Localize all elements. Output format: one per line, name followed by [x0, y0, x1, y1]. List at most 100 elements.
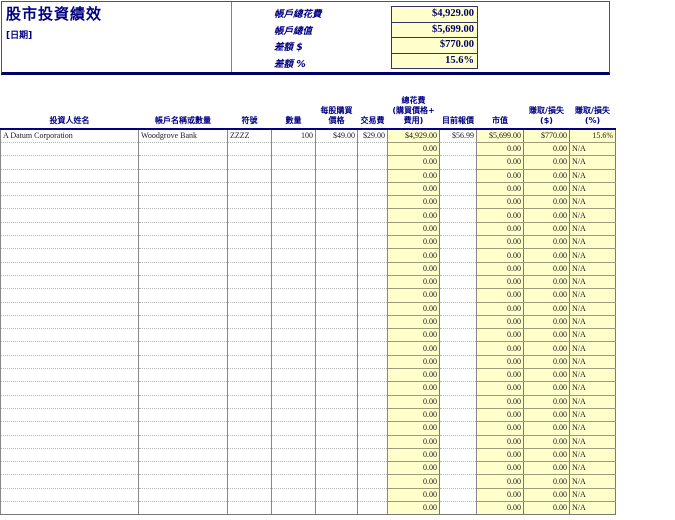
table-cell[interactable]: 0.00 [387, 275, 440, 290]
table-cell[interactable] [0, 155, 139, 170]
table-cell[interactable] [315, 142, 358, 157]
table-cell[interactable] [439, 208, 477, 223]
table-cell[interactable] [315, 315, 358, 330]
table-cell[interactable] [138, 461, 228, 476]
table-cell[interactable]: 0.00 [523, 488, 570, 503]
table-cell[interactable] [271, 395, 316, 409]
table-cell[interactable] [271, 169, 316, 183]
table-cell[interactable]: $49.00 [315, 129, 358, 143]
table-cell[interactable]: 0.00 [387, 341, 440, 356]
table-cell[interactable] [0, 235, 139, 250]
col-header[interactable]: 總花費 (購買價格+ 費用) [387, 90, 440, 130]
table-cell[interactable]: N/A [569, 408, 616, 423]
table-cell[interactable] [271, 275, 316, 290]
table-cell[interactable]: 0.00 [387, 328, 440, 343]
table-cell[interactable]: N/A [569, 435, 616, 449]
table-cell[interactable]: 0.00 [523, 169, 570, 183]
table-cell[interactable]: 0.00 [476, 355, 524, 370]
table-cell[interactable] [357, 182, 388, 197]
table-cell[interactable] [357, 248, 388, 263]
table-cell[interactable]: 0.00 [387, 248, 440, 263]
table-cell[interactable]: 0.00 [523, 195, 570, 210]
table-cell[interactable] [0, 395, 139, 409]
col-header[interactable]: 交易費 [357, 90, 388, 130]
table-cell[interactable] [0, 182, 139, 197]
table-cell[interactable] [271, 474, 316, 489]
table-cell[interactable]: 0.00 [476, 488, 524, 503]
table-cell[interactable] [227, 355, 272, 370]
table-cell[interactable] [357, 408, 388, 423]
table-cell[interactable] [271, 182, 316, 197]
table-cell[interactable]: 0.00 [523, 474, 570, 489]
table-cell[interactable] [271, 328, 316, 343]
table-cell[interactable] [138, 208, 228, 223]
table-cell[interactable]: 0.00 [476, 142, 524, 157]
table-cell[interactable] [439, 501, 477, 516]
table-cell[interactable]: 0.00 [387, 315, 440, 330]
table-cell[interactable] [227, 248, 272, 263]
table-cell[interactable] [271, 408, 316, 423]
table-cell[interactable] [271, 461, 316, 476]
table-cell[interactable]: 0.00 [476, 435, 524, 449]
table-cell[interactable] [271, 155, 316, 170]
table-cell[interactable]: 0.00 [476, 155, 524, 170]
table-cell[interactable]: N/A [569, 421, 616, 436]
table-cell[interactable]: 0.00 [476, 315, 524, 330]
table-cell[interactable] [357, 195, 388, 210]
table-cell[interactable] [357, 501, 388, 516]
table-cell[interactable] [439, 461, 477, 476]
table-cell[interactable]: $56.99 [439, 129, 477, 143]
table-cell[interactable] [227, 288, 272, 303]
table-cell[interactable] [0, 355, 139, 370]
table-cell[interactable] [227, 142, 272, 157]
table-cell[interactable] [357, 169, 388, 183]
table-cell[interactable] [0, 474, 139, 489]
table-cell[interactable]: 0.00 [523, 501, 570, 516]
table-cell[interactable] [271, 341, 316, 356]
table-cell[interactable] [439, 474, 477, 489]
table-cell[interactable] [315, 461, 358, 476]
col-header[interactable]: 每股購買 價格 [315, 90, 358, 130]
table-cell[interactable]: 0.00 [387, 182, 440, 197]
table-cell[interactable]: 0.00 [523, 155, 570, 170]
table-cell[interactable] [0, 408, 139, 423]
table-cell[interactable] [357, 235, 388, 250]
table-cell[interactable]: 0.00 [476, 461, 524, 476]
table-cell[interactable] [271, 142, 316, 157]
table-cell[interactable] [271, 302, 316, 316]
table-cell[interactable] [439, 448, 477, 463]
table-cell[interactable] [138, 169, 228, 183]
table-cell[interactable] [138, 408, 228, 423]
table-cell[interactable] [315, 448, 358, 463]
table-cell[interactable] [0, 248, 139, 263]
table-cell[interactable]: 0.00 [523, 421, 570, 436]
table-cell[interactable]: $5,699.00 [476, 129, 524, 143]
table-cell[interactable] [271, 195, 316, 210]
table-cell[interactable] [138, 235, 228, 250]
table-cell[interactable] [439, 235, 477, 250]
table-cell[interactable]: A Datum Corporation [0, 129, 139, 143]
table-cell[interactable] [315, 208, 358, 223]
col-header[interactable]: 市值 [476, 90, 524, 130]
table-cell[interactable]: $29.00 [357, 129, 388, 143]
table-cell[interactable]: 0.00 [387, 262, 440, 276]
table-cell[interactable]: 0.00 [476, 195, 524, 210]
table-cell[interactable] [439, 302, 477, 316]
table-cell[interactable] [315, 288, 358, 303]
table-cell[interactable]: 0.00 [476, 235, 524, 250]
table-cell[interactable]: 0.00 [387, 435, 440, 449]
table-cell[interactable] [315, 474, 358, 489]
table-cell[interactable]: 0.00 [387, 381, 440, 396]
table-cell[interactable]: N/A [569, 262, 616, 276]
col-header[interactable]: 帳戶名稱或數量 [138, 90, 228, 130]
table-cell[interactable] [315, 341, 358, 356]
table-cell[interactable] [357, 381, 388, 396]
table-cell[interactable]: 0.00 [476, 262, 524, 276]
table-cell[interactable] [271, 421, 316, 436]
table-cell[interactable]: 0.00 [476, 182, 524, 197]
table-cell[interactable]: $770.00 [523, 129, 570, 143]
table-cell[interactable]: 0.00 [476, 208, 524, 223]
table-cell[interactable] [227, 501, 272, 516]
table-cell[interactable] [271, 208, 316, 223]
table-cell[interactable]: 0.00 [387, 355, 440, 370]
